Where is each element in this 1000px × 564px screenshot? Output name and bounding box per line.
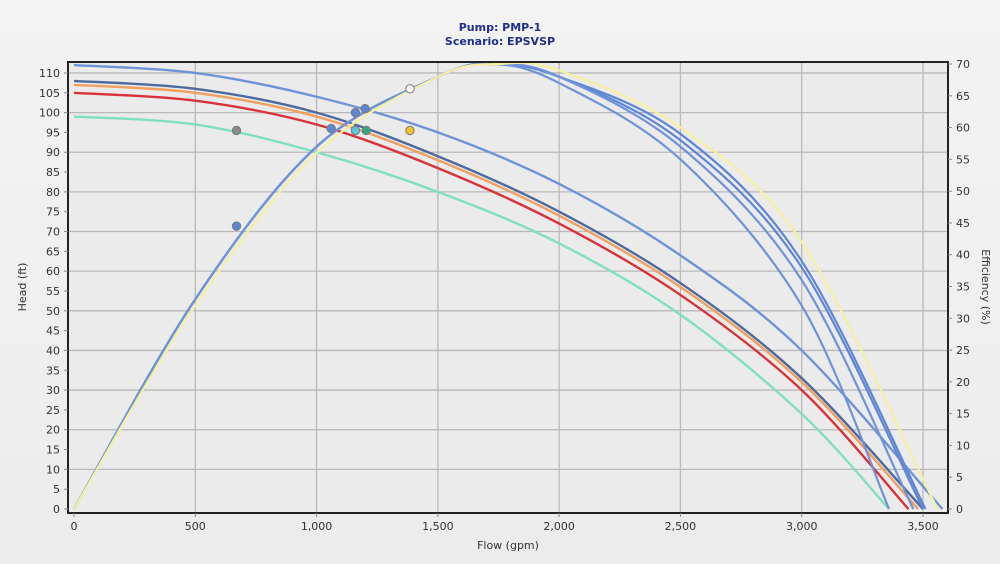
x-tick-label: 0 bbox=[71, 520, 78, 533]
y-tick-label: 10 bbox=[46, 463, 60, 476]
chart-title-pump: Pump: PMP-1 bbox=[458, 21, 542, 34]
x-axis-label: Flow (gpm) bbox=[477, 539, 539, 552]
x-tick-label: 2,000 bbox=[543, 520, 575, 533]
y-tick-label: 90 bbox=[46, 146, 60, 159]
head-curve bbox=[73, 115, 890, 510]
plot-border bbox=[67, 61, 949, 514]
plot-area bbox=[68, 62, 948, 513]
y2-tick-label: 25 bbox=[956, 344, 970, 357]
y-tick-label: 85 bbox=[46, 166, 60, 179]
y2-tick-label: 40 bbox=[956, 249, 970, 262]
y-tick-label: 80 bbox=[46, 186, 60, 199]
y-tick-label: 20 bbox=[46, 424, 60, 437]
head-curve bbox=[73, 83, 920, 510]
head-curves bbox=[73, 63, 944, 510]
y-tick-label: 25 bbox=[46, 404, 60, 417]
y-tick-label: 70 bbox=[46, 226, 60, 239]
operating-point-marker[interactable] bbox=[405, 125, 415, 136]
y2-tick-label: 50 bbox=[956, 185, 970, 198]
y-tick-label: 105 bbox=[39, 87, 60, 100]
y-tick-label: 75 bbox=[46, 206, 60, 219]
operating-point-marker[interactable] bbox=[350, 125, 361, 136]
operating-point-marker[interactable] bbox=[350, 107, 361, 118]
y2-tick-label: 5 bbox=[956, 471, 963, 484]
y-tick-label: 35 bbox=[46, 364, 60, 377]
y2-tick-label: 65 bbox=[956, 90, 970, 103]
y-tick-label: 5 bbox=[53, 483, 60, 496]
x-tick-label: 1,000 bbox=[301, 520, 333, 533]
chart-title-scenario: Scenario: EPSVSP bbox=[444, 35, 556, 48]
y2-tick-label: 10 bbox=[956, 439, 970, 452]
y2-tick-label: 35 bbox=[956, 281, 970, 294]
operating-point-marker[interactable] bbox=[231, 221, 242, 231]
x-tick-label: 1,500 bbox=[422, 520, 454, 533]
y-tick-label: 65 bbox=[46, 245, 60, 258]
head-curve bbox=[73, 63, 944, 510]
y-tick-label: 15 bbox=[46, 444, 60, 457]
gridlines bbox=[68, 62, 948, 513]
y-tick-label: 50 bbox=[46, 305, 60, 318]
x-tick-label: 3,500 bbox=[907, 520, 939, 533]
operating-point-marker[interactable] bbox=[326, 123, 336, 134]
efficiency-curve bbox=[73, 61, 939, 510]
y2-axis-ticks: 0 5 10 15 20 25 30 35 40 45 50 55 60 65 70 bbox=[948, 58, 970, 516]
y-tick-label: 55 bbox=[46, 285, 60, 298]
operating-point-marker[interactable] bbox=[360, 103, 370, 114]
y2-tick-label: 30 bbox=[956, 312, 970, 325]
y-axis-ticks: 0 5 10 15 20 25 30 35 40 45 50 55 60 65 70 75 80 85 90 95 10… bbox=[39, 67, 68, 516]
y2-tick-label: 55 bbox=[956, 153, 970, 166]
y2-tick-label: 20 bbox=[956, 376, 970, 389]
y-tick-label: 110 bbox=[39, 67, 60, 80]
y-tick-label: 0 bbox=[53, 503, 60, 516]
x-tick-label: 500 bbox=[185, 520, 206, 533]
operating-points bbox=[231, 84, 415, 231]
y-tick-label: 45 bbox=[46, 325, 60, 338]
y-tick-label: 60 bbox=[46, 265, 60, 278]
operating-point-marker[interactable] bbox=[361, 125, 371, 136]
y-tick-label: 40 bbox=[46, 344, 60, 357]
y2-tick-label: 0 bbox=[956, 503, 963, 516]
y2-tick-label: 70 bbox=[956, 58, 970, 71]
y2-axis-label: Efficiency (%) bbox=[979, 249, 992, 325]
y2-tick-label: 45 bbox=[956, 217, 970, 230]
head-curve bbox=[73, 79, 924, 510]
y-tick-label: 30 bbox=[46, 384, 60, 397]
operating-point-marker[interactable] bbox=[231, 125, 242, 136]
y2-tick-label: 60 bbox=[956, 122, 970, 135]
y-axis-label: Head (ft) bbox=[16, 263, 29, 312]
x-axis-ticks: 0 500 1,000 1,500 2,000 2,500 3,000 3,500 bbox=[71, 513, 939, 533]
y-tick-label: 95 bbox=[46, 126, 60, 139]
efficiency-curves bbox=[73, 61, 939, 510]
y2-tick-label: 15 bbox=[956, 408, 970, 421]
x-tick-label: 3,000 bbox=[786, 520, 818, 533]
y-tick-label: 100 bbox=[39, 107, 60, 120]
operating-point-marker[interactable] bbox=[405, 84, 415, 94]
x-tick-label: 2,500 bbox=[665, 520, 697, 533]
head-curve bbox=[73, 91, 910, 510]
